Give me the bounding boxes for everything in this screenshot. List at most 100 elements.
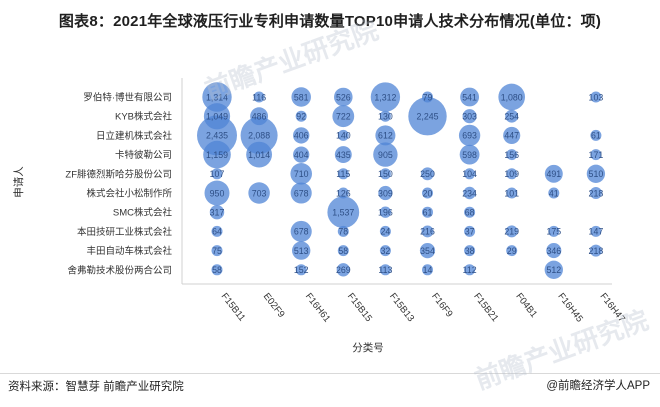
bubble bbox=[295, 264, 307, 276]
bubble bbox=[379, 206, 392, 218]
y-tick-label: 卡特彼勒公司 bbox=[115, 149, 172, 161]
bubble-value-label: 140 bbox=[336, 131, 351, 141]
y-tick-label: 舍弗勒技术股份两合公司 bbox=[67, 264, 172, 276]
bubble-value-label: 116 bbox=[252, 92, 266, 102]
bubble bbox=[246, 141, 273, 168]
bubble bbox=[295, 110, 307, 122]
bubble bbox=[253, 91, 265, 103]
bubble bbox=[248, 182, 270, 204]
x-tick-label: F15B11 bbox=[219, 291, 248, 323]
bubble bbox=[209, 204, 225, 220]
bubble-value-label: 678 bbox=[294, 188, 309, 198]
bubble bbox=[337, 187, 349, 199]
bubble-value-label: 14 bbox=[423, 265, 433, 275]
bubble-value-label: 309 bbox=[378, 188, 393, 198]
bubble-value-label: 1,312 bbox=[374, 92, 396, 102]
x-tick-label: F15B21 bbox=[471, 291, 500, 324]
y-tick-label: 丰田自动车株式会社 bbox=[86, 245, 172, 257]
bubble-value-label: 150 bbox=[378, 169, 393, 179]
bubble bbox=[422, 206, 433, 218]
bubble bbox=[548, 187, 560, 199]
bubble-value-label: 68 bbox=[465, 208, 475, 218]
chart-title: 图表8：2021年全球液压行业专利申请数量TOP10申请人技术分布情况(单位：项… bbox=[58, 13, 602, 30]
bubble-value-label: 354 bbox=[420, 246, 435, 256]
bubble bbox=[506, 149, 518, 161]
bubble bbox=[464, 264, 476, 276]
bubble bbox=[548, 225, 560, 237]
bubble-value-label: 37 bbox=[465, 227, 475, 237]
bubble-value-label: 1,049 bbox=[206, 112, 228, 122]
bubble bbox=[293, 127, 310, 144]
bubble bbox=[505, 225, 518, 238]
bubble-value-label: 510 bbox=[589, 169, 604, 179]
bubble-value-label: 254 bbox=[504, 112, 519, 122]
bubble bbox=[506, 168, 518, 180]
x-tick-label: F04B1 bbox=[513, 291, 539, 320]
x-tick-label: F15B13 bbox=[387, 291, 416, 324]
bubble-value-label: 130 bbox=[378, 112, 393, 122]
bubble-value-label: 486 bbox=[252, 112, 267, 122]
bubble-value-label: 598 bbox=[462, 150, 477, 160]
bubble bbox=[408, 96, 447, 136]
bubble-value-label: 269 bbox=[336, 265, 351, 275]
bubble-value-label: 1,537 bbox=[332, 208, 354, 218]
bubble-value-label: 152 bbox=[294, 265, 309, 275]
bubble bbox=[463, 186, 476, 200]
bubble-value-label: 126 bbox=[336, 188, 351, 198]
bubble-value-label: 32 bbox=[381, 246, 391, 256]
bubble bbox=[590, 129, 602, 141]
bubble-value-label: 491 bbox=[546, 169, 561, 179]
bubble-value-label: 1,080 bbox=[501, 92, 523, 102]
bubble bbox=[240, 116, 278, 154]
bubble bbox=[203, 140, 231, 169]
bubble bbox=[337, 225, 349, 237]
bubble bbox=[250, 107, 269, 126]
bubble bbox=[379, 245, 391, 257]
bubble-value-label: 196 bbox=[378, 208, 393, 218]
x-tick-label: E02F9 bbox=[261, 291, 287, 320]
bubble bbox=[590, 91, 602, 103]
x-tick-label: F16F9 bbox=[429, 291, 455, 319]
bubble-value-label: 218 bbox=[589, 246, 604, 256]
bubble bbox=[590, 225, 602, 237]
bubble bbox=[290, 220, 312, 242]
bubble-value-label: 219 bbox=[504, 227, 519, 237]
bubble-value-label: 703 bbox=[252, 188, 267, 198]
y-tick-label: 罗伯特·博世有限公司 bbox=[83, 92, 172, 104]
bubble bbox=[204, 180, 230, 206]
bubble bbox=[586, 164, 606, 183]
bubble-value-label: 216 bbox=[420, 227, 435, 237]
bubble bbox=[462, 109, 477, 124]
bubble bbox=[460, 87, 480, 107]
bubble-value-label: 512 bbox=[546, 265, 561, 275]
x-axis-title: 分类号 bbox=[352, 341, 384, 354]
bubble bbox=[211, 245, 223, 257]
bubble bbox=[505, 109, 519, 123]
y-tick-label: ZF腓德烈斯哈芬股份公司 bbox=[65, 168, 172, 180]
bubble bbox=[379, 264, 391, 276]
bubble-value-label: 2,245 bbox=[416, 112, 438, 122]
bubble-value-label: 107 bbox=[210, 169, 225, 179]
bubble bbox=[503, 126, 521, 144]
bubble-value-label: 171 bbox=[589, 150, 604, 160]
bubble bbox=[327, 196, 360, 229]
bubble-value-label: 612 bbox=[378, 131, 393, 141]
bubble-value-label: 58 bbox=[338, 246, 348, 256]
bubble-value-label: 78 bbox=[338, 227, 348, 237]
bubble bbox=[211, 168, 223, 180]
bubble-value-label: 58 bbox=[212, 265, 222, 275]
bubble-value-label: 20 bbox=[423, 188, 433, 198]
bubble-value-label: 678 bbox=[294, 227, 309, 237]
footer-divider bbox=[0, 373, 660, 374]
bubble-value-label: 41 bbox=[549, 188, 559, 198]
bubble-value-label: 104 bbox=[462, 169, 477, 179]
bubble bbox=[379, 110, 391, 122]
bubble bbox=[544, 164, 563, 183]
bubble bbox=[506, 245, 518, 257]
bubble bbox=[422, 91, 433, 103]
bubble-value-label: 447 bbox=[504, 131, 519, 141]
bubble-value-label: 581 bbox=[294, 92, 309, 102]
bubble bbox=[292, 241, 311, 260]
bubble bbox=[211, 225, 223, 237]
bubble-value-label: 250 bbox=[420, 169, 435, 179]
